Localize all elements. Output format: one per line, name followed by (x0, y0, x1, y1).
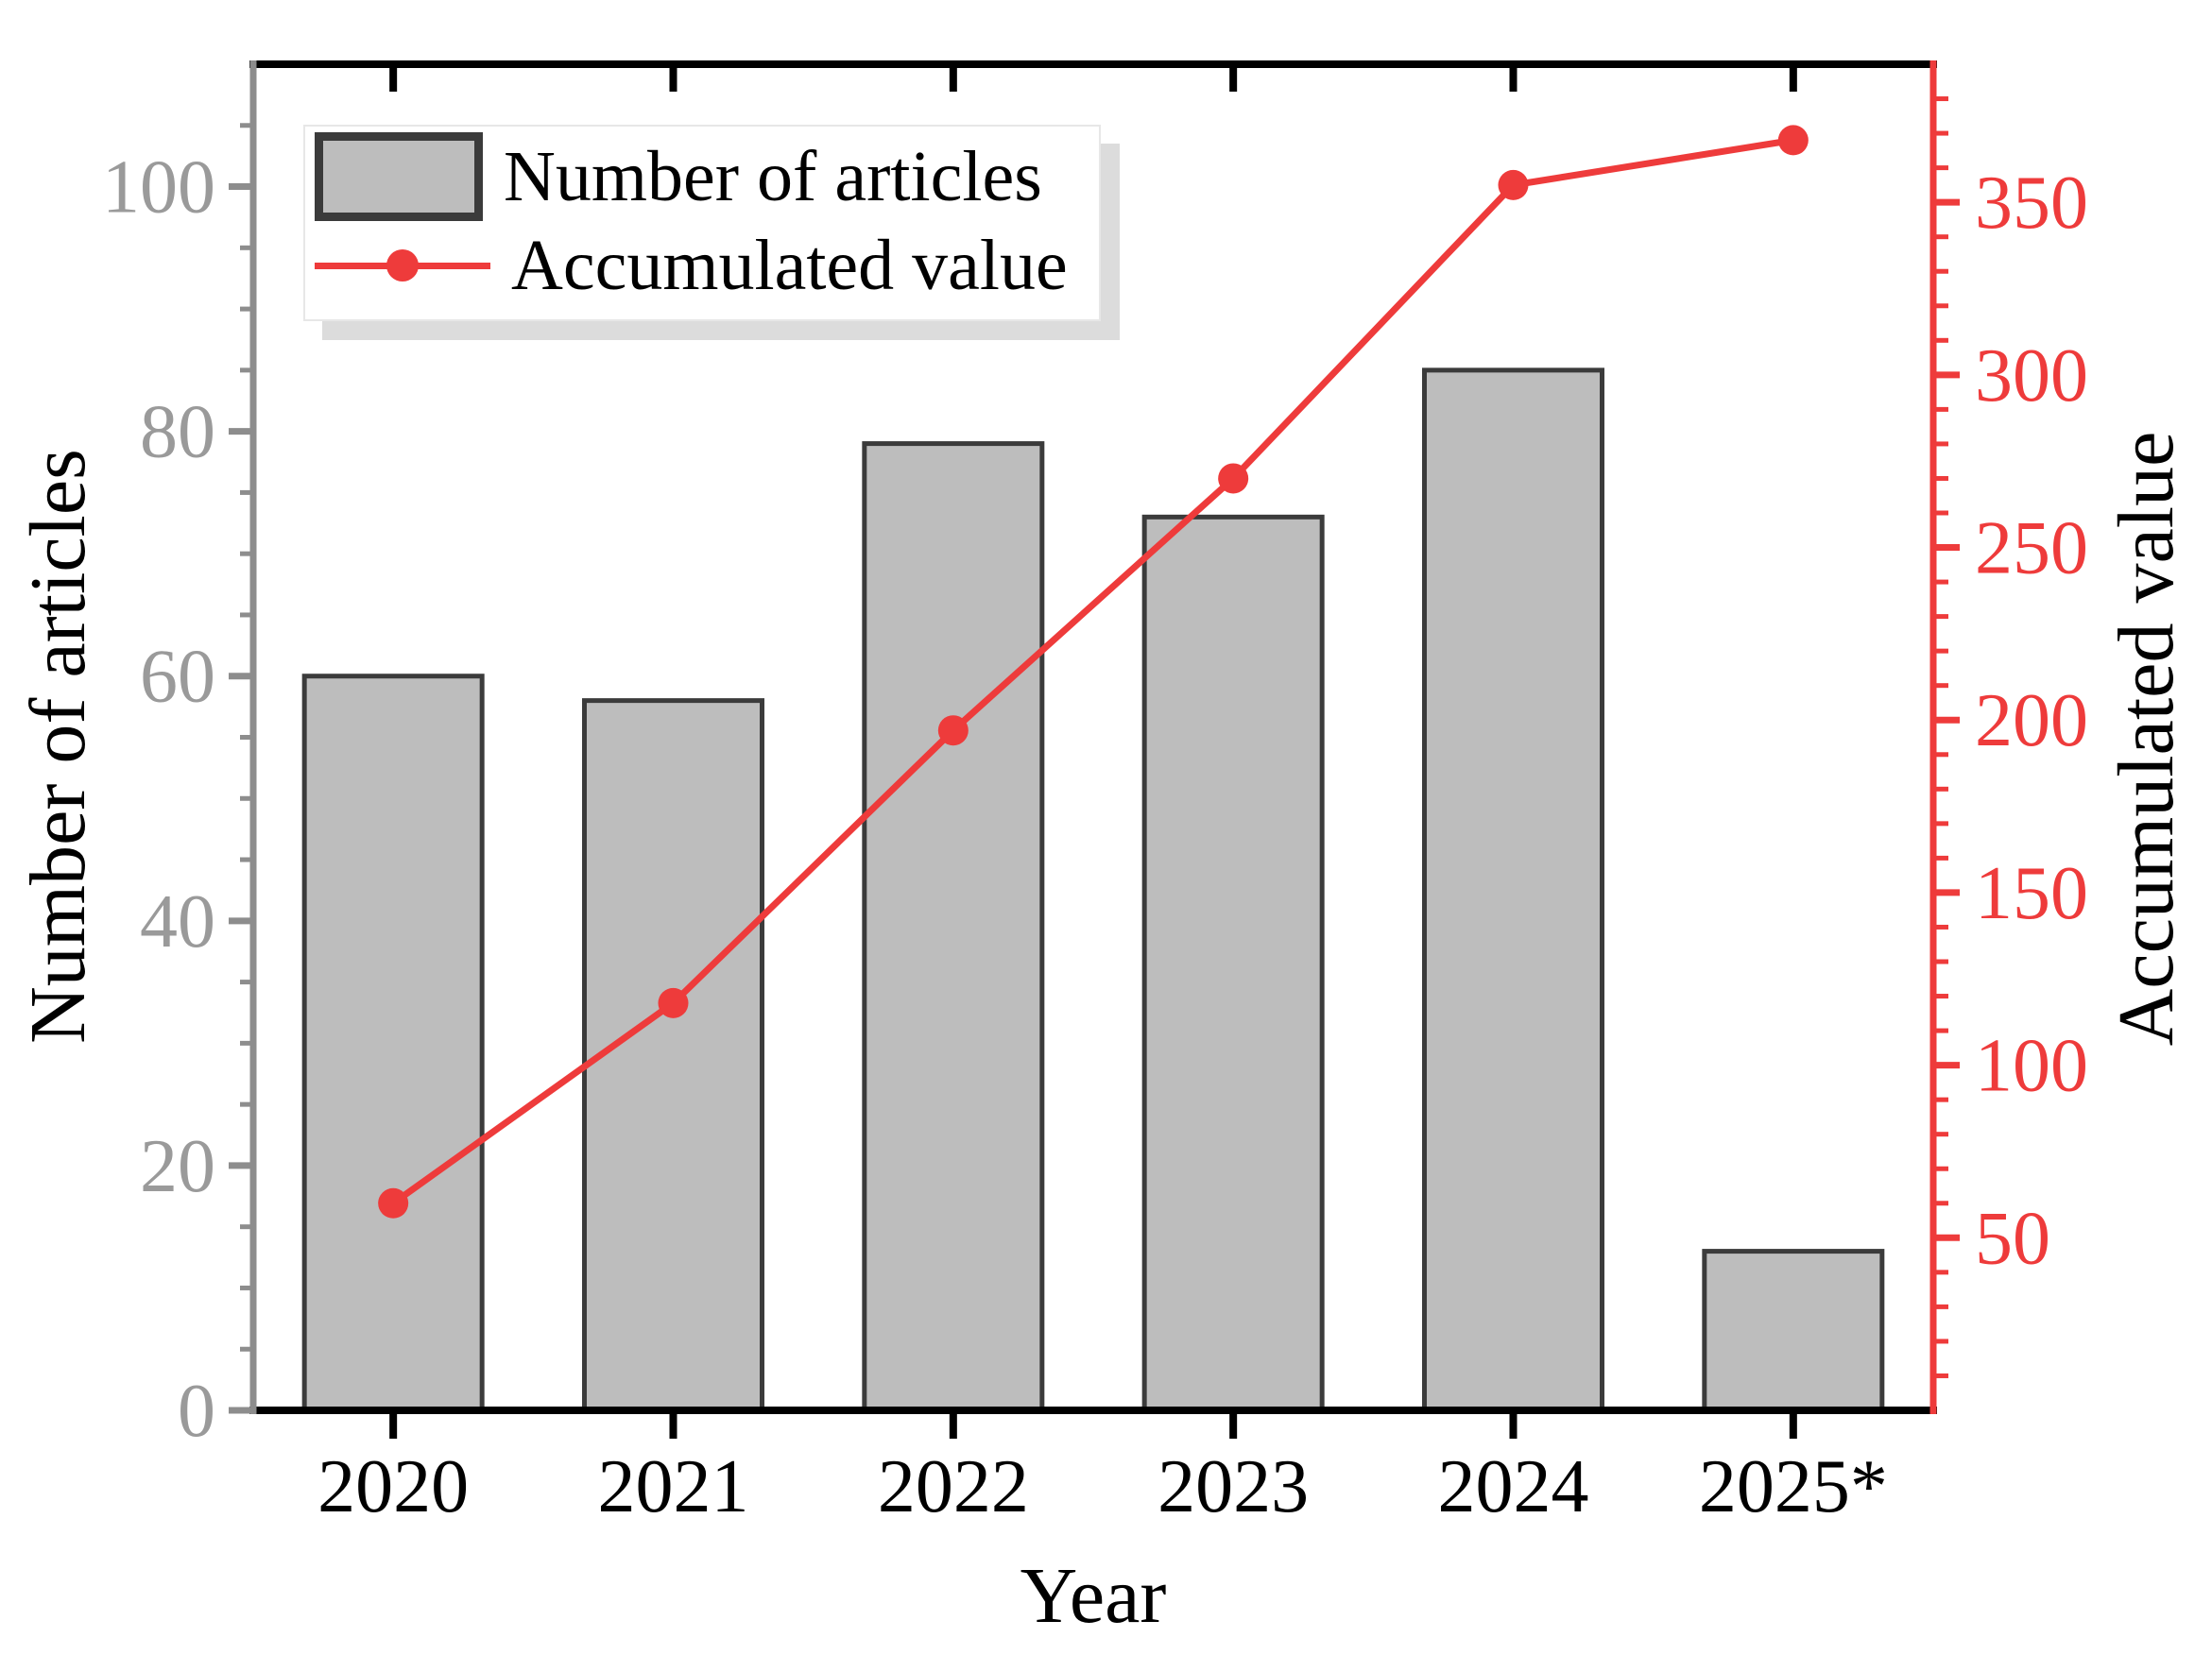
bar-swatch-icon (315, 132, 483, 221)
x-tick-label: 2022 (878, 1445, 1029, 1528)
y-right-tick-label: 100 (1975, 1025, 2088, 1108)
y-right-tick-label: 200 (1975, 679, 2088, 762)
left-axis-title: Number of articles (14, 449, 102, 1044)
y-right-tick-label: 350 (1975, 162, 2088, 245)
y-right-tick-label: 50 (1975, 1197, 2050, 1280)
legend-label-bars: Number of articles (504, 137, 1042, 216)
bar-2022 (862, 441, 1045, 1413)
legend-item-bars: Number of articles (315, 132, 1099, 221)
x-tick-label: 2024 (1438, 1445, 1589, 1528)
bar-2021 (582, 698, 764, 1413)
y-right-tick-label: 250 (1975, 507, 2088, 590)
x-tick-label: 2025* (1699, 1445, 1888, 1528)
accumulated-line (391, 136, 1794, 1206)
right-axis-title: Accumulated value (2102, 431, 2190, 1047)
data-point-2022 (937, 715, 969, 746)
data-point-2020 (378, 1187, 409, 1219)
data-point-2024 (1498, 169, 1529, 200)
line-dot-marker-icon (315, 249, 490, 282)
y-right-tick-label: 150 (1975, 852, 2088, 935)
x-tick-label: 2023 (1157, 1445, 1309, 1528)
y-right-tick-label: 300 (1975, 334, 2088, 418)
legend-item-line: Accumulated value (315, 221, 1099, 310)
x-axis-title: Year (1020, 1552, 1167, 1640)
y-left-tick-label: 100 (102, 146, 215, 230)
bar-2023 (1141, 514, 1325, 1413)
x-tick-label: 2021 (598, 1445, 749, 1528)
bar-2024 (1422, 367, 1604, 1413)
y-left-tick-label: 60 (140, 636, 215, 719)
x-tick-label: 2020 (317, 1445, 469, 1528)
bar-2025* (1702, 1249, 1885, 1413)
legend: Number of articles Accumulated value (303, 125, 1101, 321)
y-left-tick-label: 0 (178, 1370, 215, 1453)
bar-2020 (301, 674, 485, 1413)
data-point-2025* (1777, 125, 1809, 156)
data-point-2023 (1218, 463, 1249, 494)
y-left-tick-label: 80 (140, 391, 215, 474)
y-left-tick-label: 40 (140, 880, 215, 964)
y-left-tick-label: 20 (140, 1125, 215, 1208)
data-point-2021 (658, 987, 689, 1018)
legend-label-line: Accumulated value (511, 226, 1068, 305)
